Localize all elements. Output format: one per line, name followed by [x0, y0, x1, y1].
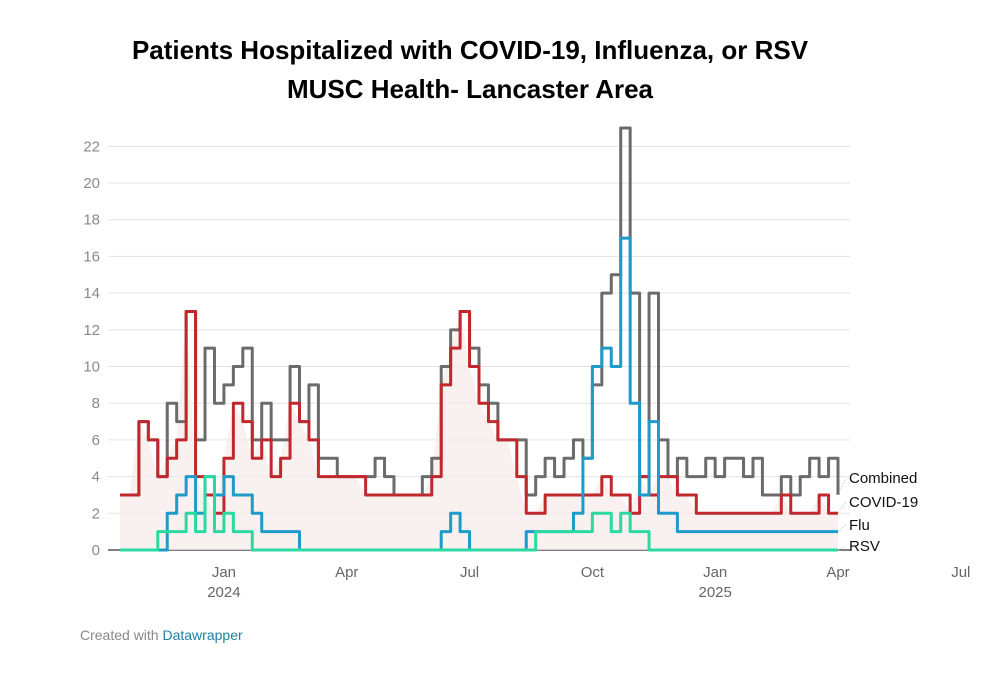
y-tick-label: 18	[83, 212, 100, 229]
series-end-labels: Combined COVID-19 Flu RSV	[837, 470, 918, 555]
series-label-covid-19: COVID-19	[849, 494, 918, 511]
x-tick-label: Jul	[951, 564, 970, 581]
y-tick-label: 10	[83, 359, 100, 376]
x-tick-year-label: 2025	[698, 584, 731, 601]
x-tick-label: Jul	[460, 564, 479, 581]
y-tick-label: 2	[92, 505, 100, 522]
series-label-combined: Combined	[849, 470, 917, 487]
y-tick-label: 14	[83, 285, 100, 302]
label-leader	[837, 477, 847, 496]
y-tick-label: 0	[92, 542, 100, 559]
grid-lines	[108, 145, 850, 551]
x-tick-label: Oct	[581, 564, 605, 581]
credit-line: Created with Datawrapper	[80, 627, 243, 643]
y-tick-label: 8	[92, 395, 100, 412]
x-tick-label: Apr	[335, 564, 358, 581]
series-label-rsv: RSV	[849, 538, 880, 555]
chart-subtitle: MUSC Health- Lancaster Area	[286, 74, 654, 104]
credit-prefix: Created with	[80, 627, 159, 643]
chart-title: Patients Hospitalized with COVID-19, Inf…	[131, 35, 809, 65]
label-leader	[837, 501, 847, 514]
series-lines	[120, 126, 840, 552]
y-tick-label: 22	[83, 138, 100, 155]
series-label-flu: Flu	[849, 517, 870, 534]
y-tick-label: 4	[92, 469, 100, 486]
series-line-rsv	[120, 475, 838, 552]
series-line-flu	[120, 236, 838, 552]
x-tick-label: Jan	[703, 564, 727, 581]
label-leader	[837, 524, 847, 533]
y-tick-label: 16	[83, 248, 100, 265]
datawrapper-link[interactable]: Datawrapper	[162, 627, 243, 643]
y-tick-label: 6	[92, 432, 100, 449]
x-tick-label: Jan	[212, 564, 236, 581]
y-tick-label: 12	[83, 322, 100, 339]
y-axis-tick-labels: 0 2 4 6 8 10 12 14 16 18 20 22	[83, 138, 100, 559]
x-tick-year-label: 2024	[207, 584, 240, 601]
series-line-combined	[120, 126, 840, 497]
x-axis-tick-labels: Jan 2024 Apr Jul Oct Jan 2025 Apr Jul	[207, 564, 970, 601]
y-tick-label: 20	[83, 175, 100, 192]
x-tick-label: Apr	[826, 564, 849, 581]
